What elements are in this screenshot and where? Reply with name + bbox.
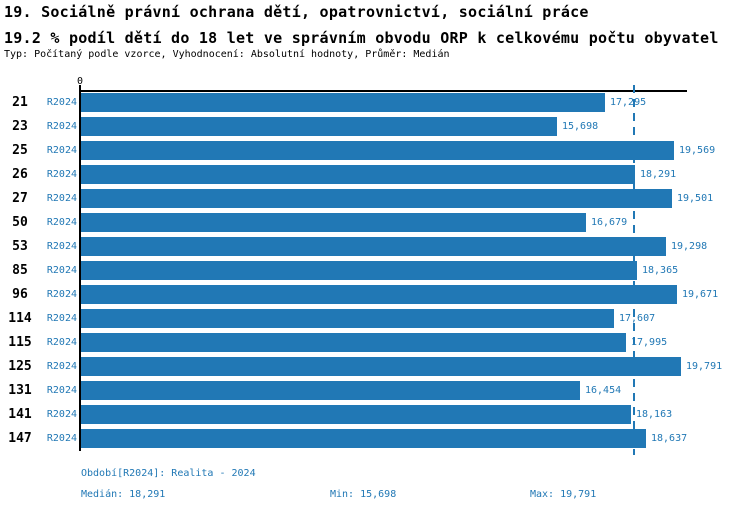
row-category-label: 147	[8, 431, 32, 446]
row-series-label: R2024	[46, 385, 77, 396]
bar-value-label: 17,607	[619, 313, 656, 324]
row-category-label: 125	[8, 359, 32, 374]
row-series-label: R2024	[46, 409, 77, 420]
row-category-label: 27	[12, 191, 28, 206]
row-series-label: R2024	[46, 361, 77, 372]
bar	[81, 117, 557, 136]
bar	[81, 189, 672, 208]
row-category-label: 21	[12, 95, 28, 110]
row-series-label: R2024	[46, 97, 77, 108]
row-series-label: R2024	[46, 433, 77, 444]
x-axis-line	[79, 90, 687, 92]
bar	[81, 237, 666, 256]
bar	[81, 381, 580, 400]
row-series-label: R2024	[46, 145, 77, 156]
bar-value-label: 17,295	[610, 97, 647, 108]
bar-value-label: 19,298	[671, 241, 708, 252]
bar	[81, 213, 586, 232]
bar-value-label: 16,679	[591, 217, 628, 228]
row-category-label: 23	[12, 119, 28, 134]
indicator-meta: Typ: Počítaný podle vzorce, Vyhodnocení:…	[4, 49, 450, 60]
stat-median: Medián: 18,291	[81, 489, 166, 500]
bar	[81, 309, 614, 328]
bar-value-label: 19,791	[686, 361, 723, 372]
bar-value-label: 18,637	[651, 433, 688, 444]
row-category-label: 85	[12, 263, 28, 278]
row-series-label: R2024	[46, 193, 77, 204]
bar-value-label: 18,163	[636, 409, 673, 420]
bar	[81, 141, 674, 160]
row-series-label: R2024	[46, 217, 77, 228]
row-category-label: 26	[12, 167, 28, 182]
x-axis-zero-label: 0	[76, 76, 84, 87]
row-series-label: R2024	[46, 313, 77, 324]
bar	[81, 405, 631, 424]
y-axis-line	[79, 85, 81, 451]
row-category-label: 50	[12, 215, 28, 230]
row-series-label: R2024	[46, 169, 77, 180]
row-category-label: 131	[8, 383, 32, 398]
bar-value-label: 17,995	[631, 337, 668, 348]
bar	[81, 333, 626, 352]
bar-value-label: 19,501	[677, 193, 714, 204]
row-category-label: 115	[8, 335, 32, 350]
bar	[81, 261, 637, 280]
bar-value-label: 19,569	[679, 145, 716, 156]
stat-max: Max: 19,791	[530, 489, 597, 500]
row-series-label: R2024	[46, 121, 77, 132]
bar	[81, 429, 646, 448]
bar	[81, 165, 635, 184]
bar-value-label: 18,291	[640, 169, 677, 180]
legend-period: Období[R2024]: Realita - 2024	[81, 468, 256, 479]
row-category-label: 141	[8, 407, 32, 422]
bar-value-label: 15,698	[562, 121, 599, 132]
row-category-label: 25	[12, 143, 28, 158]
row-series-label: R2024	[46, 289, 77, 300]
row-category-label: 114	[8, 311, 32, 326]
bar-value-label: 19,671	[682, 289, 719, 300]
row-series-label: R2024	[46, 337, 77, 348]
bar	[81, 285, 677, 304]
indicator-subtitle: 19.2 % podíl dětí do 18 let ve správním …	[4, 29, 719, 47]
stat-min: Min: 15,698	[330, 489, 397, 500]
bar-value-label: 16,454	[585, 385, 622, 396]
bar-value-label: 18,365	[642, 265, 679, 276]
row-category-label: 53	[12, 239, 28, 254]
page-title: 19. Sociálně právní ochrana dětí, opatro…	[4, 3, 589, 21]
row-series-label: R2024	[46, 241, 77, 252]
bar	[81, 357, 681, 376]
bar	[81, 93, 605, 112]
row-category-label: 96	[12, 287, 28, 302]
row-series-label: R2024	[46, 265, 77, 276]
